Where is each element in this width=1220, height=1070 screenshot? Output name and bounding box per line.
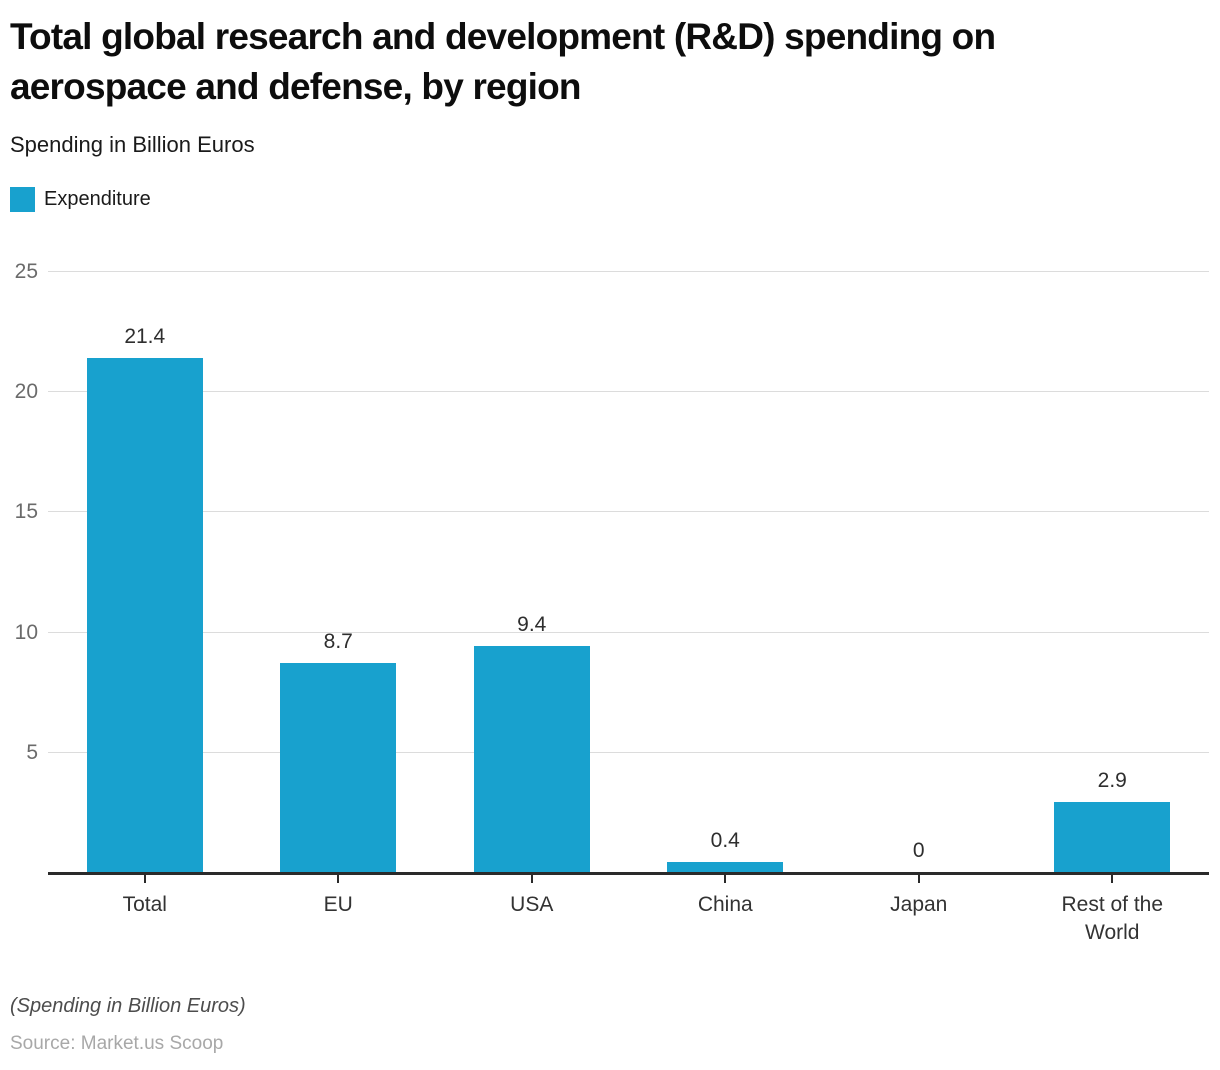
legend-swatch-icon	[10, 187, 35, 212]
gridline-y-5	[48, 751, 1209, 753]
y-axis-label-25: 25	[14, 260, 38, 283]
x-axis-tick-china	[724, 874, 727, 883]
x-axis-tick-usa	[530, 874, 533, 883]
bar-usa	[473, 646, 590, 872]
chart-subtitle: Spending in Billion Euros	[10, 132, 255, 157]
y-axis-label-15: 15	[14, 500, 38, 524]
legend: Expenditure	[10, 187, 151, 212]
y-axis-label-10: 10	[14, 620, 38, 644]
bar-eu	[280, 662, 397, 872]
x-axis-tick-total	[143, 874, 146, 883]
x-axis-label-total: Total	[122, 893, 167, 916]
bar-total	[86, 357, 203, 872]
gridline-y-15	[48, 511, 1209, 513]
legend-label: Expenditure	[44, 188, 151, 210]
y-axis-label-5: 5	[26, 740, 38, 764]
x-axis-label-japan: Japan	[890, 893, 948, 916]
bar-value-label-japan: 0	[912, 839, 925, 862]
bar-value-label-rest-of-the-world: 2.9	[1097, 769, 1127, 793]
gridline-y-20	[48, 391, 1209, 393]
x-axis-label-rest-of-the-world: Rest of the World	[1061, 893, 1164, 944]
bar-china	[667, 862, 784, 872]
bar-value-label-china: 0.4	[710, 829, 740, 853]
x-axis-tick-rest-of-the-world	[1111, 874, 1114, 883]
chart-title: Total global research and development (R…	[10, 16, 996, 107]
x-axis-label-eu: EU	[323, 893, 353, 916]
source-credit: Source: Market.us Scoop	[10, 1033, 224, 1054]
y-axis-label-20: 20	[14, 380, 38, 404]
footnote: (Spending in Billion Euros)	[10, 995, 246, 1017]
gridline-y-25	[48, 271, 1209, 272]
x-axis-tick-eu	[337, 874, 340, 883]
gridline-y-10	[48, 631, 1209, 633]
bar-value-label-usa: 9.4	[517, 613, 547, 637]
bar-value-label-eu: 8.7	[323, 629, 353, 653]
x-axis-label-china: China	[697, 893, 753, 916]
bar-rest-of-the-world	[1054, 802, 1171, 872]
x-axis-label-usa: USA	[510, 893, 554, 916]
x-axis-tick-japan	[917, 874, 920, 883]
plot-area	[48, 271, 1209, 875]
bar-value-label-total: 21.4	[124, 324, 166, 348]
